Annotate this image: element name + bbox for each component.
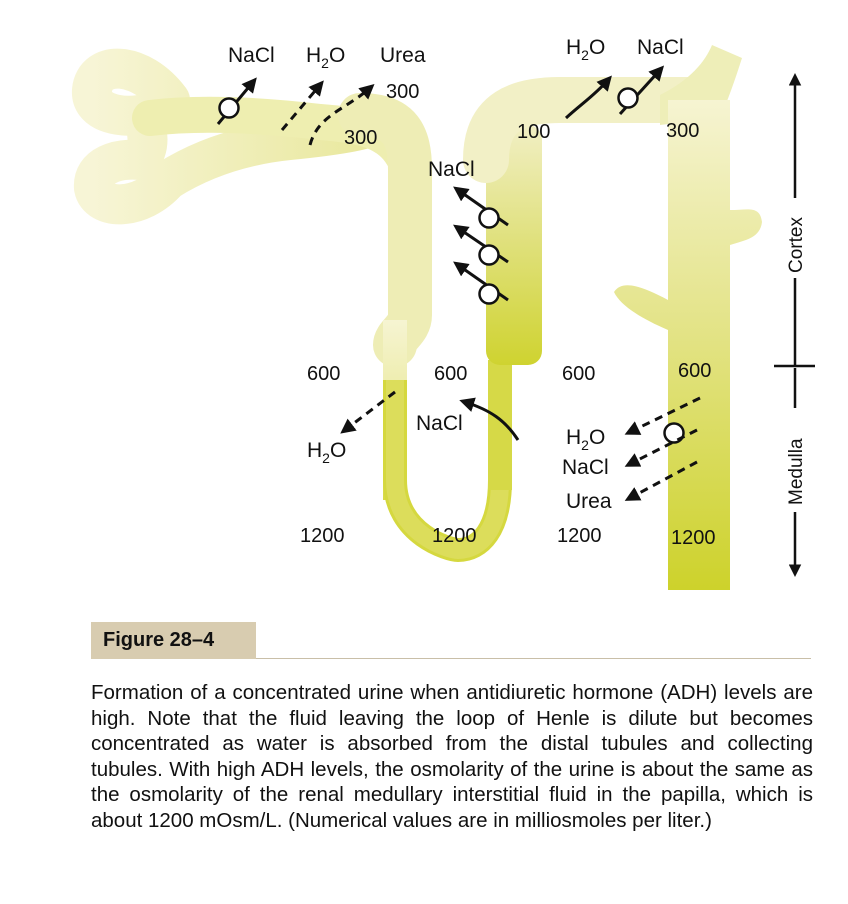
loop-bend [383, 380, 512, 563]
figure-rule [256, 658, 811, 659]
carrier-circle [478, 283, 500, 305]
nacl-thick-label: NaCl [428, 158, 475, 181]
urea-top-label: Urea [380, 44, 426, 67]
value-loop-bend-1200: 1200 [432, 525, 477, 547]
value-interstitium-600-right: 600 [562, 363, 595, 385]
h2o-distal-arrow [564, 75, 612, 120]
value-distal-100: 100 [517, 121, 550, 143]
value-proximal-300-lower: 300 [344, 127, 377, 149]
urea-reabsorption-arrow [308, 84, 375, 146]
nacl-top-left-label: NaCl [228, 44, 275, 67]
value-loop-600: 600 [434, 363, 467, 385]
solute-labels: NaCl H2O Urea H2O NaCl NaCl NaCl H2O H2O… [228, 36, 684, 513]
carrier-circle [218, 97, 240, 119]
thick-ascending-limb [486, 125, 542, 365]
value-collecting-1200: 1200 [671, 527, 716, 549]
value-interstitium-1200-right: 1200 [557, 525, 602, 547]
value-interstitium-1200-left: 1200 [300, 525, 345, 547]
nacl-collecting-arrow [624, 428, 698, 467]
figure-label: Figure 28–4 [91, 622, 256, 659]
h2o-top-right-label: H2O [566, 36, 605, 63]
carrier-circle [478, 207, 500, 229]
nacl-collecting-label: NaCl [562, 456, 609, 479]
thin-ascending-limb [488, 360, 512, 490]
value-interstitium-600-left: 600 [307, 363, 340, 385]
h2o-reabsorption-arrow [280, 80, 324, 131]
nacl-top-right-label: NaCl [637, 36, 684, 59]
urea-collecting-arrow [624, 460, 698, 501]
value-cortical-collecting-300: 300 [666, 120, 699, 142]
h2o-top-left-label: H2O [306, 44, 345, 71]
h2o-collecting-label: H2O [566, 426, 605, 453]
medulla-label: Medulla [786, 438, 807, 505]
value-collecting-600: 600 [678, 360, 711, 382]
collecting-duct [614, 100, 762, 590]
urea-collecting-label: Urea [566, 490, 612, 513]
nacl-thin-label: NaCl [416, 412, 463, 435]
transport-arrows [216, 65, 701, 501]
nacl-thin-ascending-arrow [459, 397, 520, 441]
h2o-descending-label: H2O [307, 439, 346, 466]
cortex-label: Cortex [786, 217, 807, 273]
carrier-circle [617, 87, 639, 109]
osmolarity-values: 300 300 100 300 600 600 600 600 1200 120… [300, 81, 716, 549]
cortex-medulla-axis: Cortex Medulla [774, 73, 815, 577]
nephron-diagram: Cortex Medulla NaCl H2O [72, 36, 815, 590]
carrier-circle [478, 244, 500, 266]
value-proximal-300-upper: 300 [386, 81, 419, 103]
h2o-descending-arrow [340, 390, 396, 434]
figure-caption: Formation of a concentrated urine when a… [91, 681, 813, 832]
